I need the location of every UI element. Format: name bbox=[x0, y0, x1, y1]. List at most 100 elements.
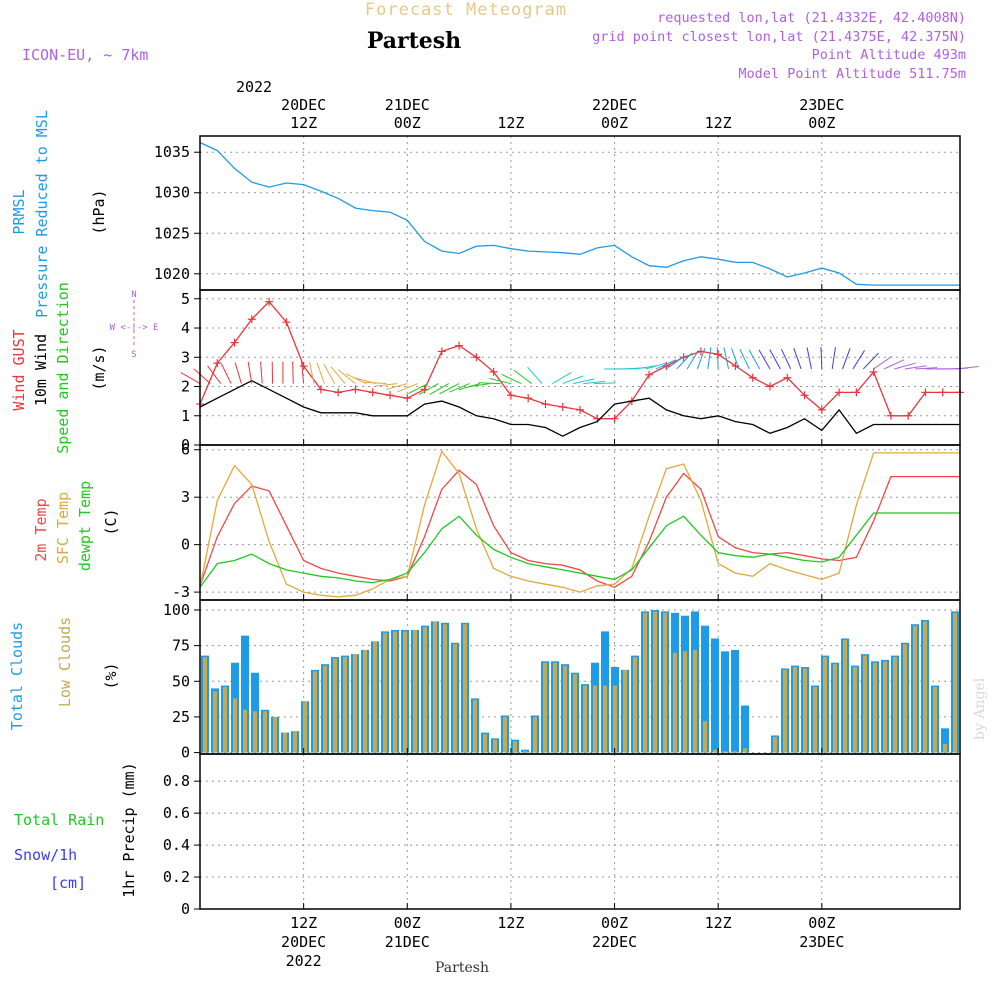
low-cloud-bar bbox=[923, 621, 927, 753]
top-year: 2022 bbox=[236, 78, 272, 96]
series-line-10m-wind bbox=[199, 379, 960, 437]
panel-3: 0 25 50 75 100 bbox=[163, 599, 961, 762]
wind-direction-arrow bbox=[220, 363, 232, 384]
y-tick-label: 1025 bbox=[154, 224, 190, 242]
dewpt-label: dewpt Temp bbox=[76, 481, 94, 571]
low-cloud-bar bbox=[583, 685, 587, 753]
gust-point bbox=[852, 388, 861, 397]
top-date-label: 20DEC bbox=[281, 96, 326, 114]
wind-direction-arrow bbox=[260, 361, 263, 384]
wind-direction-arrow bbox=[716, 346, 719, 369]
low-cloud-bar bbox=[843, 639, 847, 753]
compass-n: N bbox=[131, 290, 136, 300]
top-date-label: 22DEC bbox=[592, 96, 637, 114]
wind-direction-arrow bbox=[731, 348, 740, 370]
low-cloud-bar bbox=[383, 632, 387, 753]
precip-axis-label: 1hr Precip (mm) bbox=[120, 762, 138, 897]
low-clouds-label: Low Clouds bbox=[56, 617, 74, 707]
gust-point bbox=[403, 394, 412, 403]
gust-point bbox=[610, 414, 619, 423]
y-tick-label: 2 bbox=[181, 378, 190, 396]
wind-direction-arrow bbox=[330, 366, 346, 384]
low-cloud-bar bbox=[543, 662, 547, 753]
gust-point bbox=[645, 370, 654, 379]
y-tick-label: 75 bbox=[172, 637, 190, 655]
y-tick-label: 4 bbox=[181, 319, 190, 337]
low-cloud-bar bbox=[603, 685, 607, 753]
wind-speed-dir-label: Speed and Direction bbox=[54, 282, 72, 454]
series-line-prmsl bbox=[199, 141, 960, 286]
y-tick-label: 3 bbox=[181, 348, 190, 366]
gust-point bbox=[524, 394, 533, 403]
low-cloud-bar bbox=[823, 657, 827, 753]
low-cloud-bar bbox=[243, 709, 247, 753]
top-date-label: 23DEC bbox=[799, 96, 844, 114]
wind-direction-arrow bbox=[397, 383, 418, 393]
low-cloud-bar bbox=[723, 751, 727, 753]
low-cloud-bar bbox=[323, 665, 327, 753]
t2m-label: 2m Temp bbox=[32, 498, 50, 561]
wind-direction-arrow bbox=[292, 361, 294, 384]
low-cloud-bar bbox=[873, 662, 877, 753]
wind-direction-arrow bbox=[247, 361, 253, 384]
panel-frame bbox=[199, 289, 961, 446]
gust-point bbox=[766, 382, 774, 391]
bottom-hour-label: 12Z bbox=[705, 914, 732, 932]
wind-direction-arrow bbox=[439, 383, 460, 395]
gust-point bbox=[783, 373, 792, 382]
low-cloud-bar bbox=[733, 751, 737, 753]
wind-direction-arrow bbox=[842, 348, 851, 370]
low-cloud-bar bbox=[613, 685, 617, 753]
low-cloud-bar bbox=[353, 654, 357, 753]
wind-direction-arrow bbox=[593, 382, 616, 385]
low-cloud-bar bbox=[403, 631, 407, 753]
low-cloud-bar bbox=[693, 649, 697, 753]
bottom-hour-label: 00Z bbox=[601, 914, 628, 932]
top-date-label: 21DEC bbox=[385, 96, 430, 114]
wind-direction-arrow bbox=[862, 352, 879, 370]
top-hour-label: 12Z bbox=[497, 114, 524, 132]
wind-direction-arrow bbox=[489, 378, 512, 385]
wind-direction-arrow bbox=[193, 368, 211, 384]
low-cloud-bar bbox=[363, 649, 367, 753]
gust-point bbox=[282, 318, 291, 327]
wind-direction-arrow bbox=[375, 383, 397, 387]
low-cloud-bar bbox=[443, 624, 447, 753]
bottom-date-label: 21DEC bbox=[385, 933, 430, 951]
point-altitude: Point Altitude 493m bbox=[812, 47, 966, 63]
gust-point bbox=[938, 388, 947, 397]
low-cloud-bar bbox=[863, 655, 867, 753]
panel-0: 1020 1025 1030 1035 bbox=[154, 135, 961, 291]
compass-s: S bbox=[131, 350, 136, 360]
y-tick-label: 0 bbox=[181, 900, 190, 918]
top-hour-label: 12Z bbox=[705, 114, 732, 132]
wind-direction-arrow bbox=[758, 349, 771, 370]
wind-direction-arrow bbox=[806, 347, 812, 370]
wind-direction-arrow bbox=[676, 352, 693, 370]
low-cloud-bar bbox=[573, 674, 577, 753]
wind-labels: Wind GUST 10m Wind Speed and Direction (… bbox=[10, 282, 158, 454]
cloud-labels: Total Clouds Low Clouds (%) bbox=[8, 617, 120, 730]
low-cloud-bar bbox=[633, 657, 637, 753]
gust-point bbox=[230, 338, 239, 347]
temp-unit: (C) bbox=[102, 508, 120, 535]
footer-location: Partesh bbox=[435, 960, 489, 976]
wind-direction-arrow bbox=[904, 365, 927, 370]
wind-direction-arrow bbox=[769, 349, 781, 370]
y-tick-label: 1035 bbox=[154, 143, 190, 161]
wind-direction-arrow bbox=[793, 348, 802, 370]
low-cloud-bar bbox=[523, 751, 527, 753]
bottom-year-label: 2022 bbox=[286, 952, 322, 970]
low-cloud-bar bbox=[223, 686, 227, 753]
gust-point bbox=[800, 391, 809, 400]
y-tick-label: 1030 bbox=[154, 184, 190, 202]
gust-point bbox=[489, 367, 498, 376]
wind-direction-arrow bbox=[696, 348, 706, 370]
low-cloud-bar bbox=[433, 621, 437, 753]
low-cloud-bar bbox=[303, 701, 307, 753]
product-title: Forecast Meteogram bbox=[365, 0, 567, 20]
panel-frame bbox=[199, 444, 961, 601]
wind-direction-arrow bbox=[645, 362, 667, 370]
model-name: ICON-EU, ~ 7km bbox=[22, 46, 148, 64]
wind-direction-arrow bbox=[748, 349, 761, 370]
